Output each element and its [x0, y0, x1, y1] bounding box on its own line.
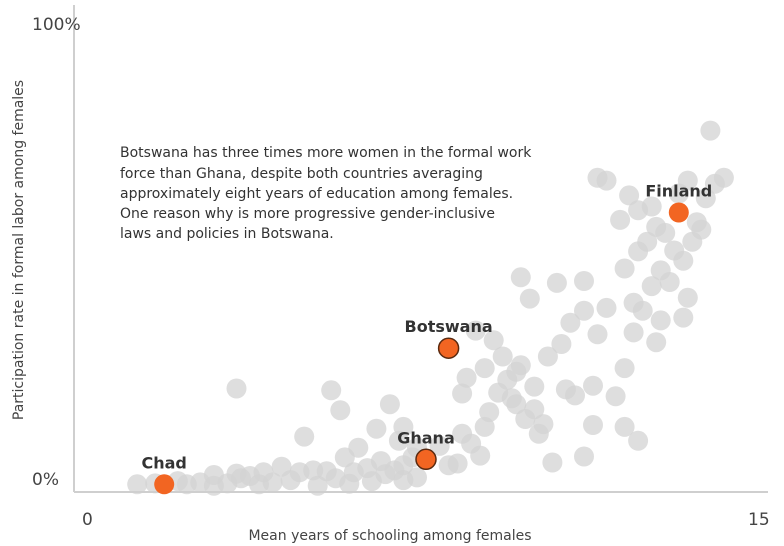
country-point	[524, 399, 545, 420]
highlight-label-chad: Chad	[142, 453, 187, 472]
country-point	[673, 250, 694, 271]
country-point	[524, 376, 545, 397]
country-point	[533, 414, 554, 435]
highlights-layer: Chad Ghana Botswana Finland	[142, 182, 712, 495]
country-point	[673, 307, 694, 328]
country-point	[623, 322, 644, 343]
country-point	[574, 271, 594, 291]
country-point	[659, 272, 680, 292]
y-tick-label-top: 100%	[32, 15, 81, 35]
country-point	[542, 452, 563, 473]
country-point	[587, 324, 608, 345]
country-point	[361, 471, 382, 492]
country-point	[614, 358, 635, 379]
country-point	[555, 379, 576, 400]
country-point	[646, 332, 667, 353]
country-point	[470, 445, 491, 466]
country-point	[483, 330, 504, 351]
highlight-label-finland: Finland	[645, 182, 712, 201]
country-point	[203, 465, 224, 485]
country-point	[637, 231, 658, 252]
country-point	[307, 475, 328, 496]
country-point	[127, 474, 148, 495]
country-point	[641, 276, 662, 297]
country-point	[510, 267, 531, 288]
country-point	[574, 300, 594, 321]
highlight-point-botswana	[437, 337, 460, 359]
y-axis-title: Participation rate in formal labor among…	[11, 80, 27, 420]
annotation-line: laws and policies in Botswana.	[120, 226, 334, 242]
country-point	[628, 200, 649, 221]
country-point	[506, 361, 527, 382]
annotation-line: One reason why is more progressive gende…	[120, 206, 495, 222]
highlight-label-ghana: Ghana	[397, 428, 455, 447]
country-point	[438, 455, 459, 476]
country-point	[280, 470, 301, 491]
country-point	[226, 378, 247, 399]
country-point	[452, 383, 473, 404]
country-point	[655, 222, 676, 243]
x-tick-label-right: 15	[748, 510, 770, 530]
country-point	[253, 462, 274, 483]
country-point	[339, 473, 360, 494]
country-point	[623, 292, 644, 313]
annotation-line: force than Ghana, despite both countries…	[120, 166, 483, 182]
country-point	[465, 320, 486, 341]
country-point	[695, 188, 716, 209]
country-point	[330, 400, 351, 421]
country-point	[677, 287, 698, 308]
highlight-label-botswana: Botswana	[405, 317, 493, 336]
country-point	[691, 219, 712, 240]
country-point	[614, 416, 635, 437]
country-point	[474, 358, 495, 379]
y-tick-label-bottom: 0%	[32, 470, 59, 490]
country-point	[587, 167, 608, 188]
country-point	[348, 437, 369, 458]
x-axis-title: Mean years of schooling among females	[248, 528, 531, 544]
country-point	[560, 312, 581, 333]
highlight-point-finland	[668, 202, 689, 223]
highlight-point-ghana	[415, 448, 437, 471]
country-point	[610, 209, 631, 230]
country-point	[393, 416, 414, 437]
points-layer	[127, 120, 734, 496]
country-point	[650, 310, 671, 331]
country-point	[321, 380, 342, 401]
country-point	[492, 346, 513, 367]
country-point	[713, 167, 734, 188]
country-point	[551, 334, 572, 354]
country-point	[668, 183, 689, 204]
annotation: Botswana has three times more women in t…	[120, 145, 532, 242]
country-point	[407, 467, 427, 488]
country-point	[294, 426, 315, 447]
country-point	[429, 435, 450, 456]
annotation-line: Botswana has three times more women in t…	[120, 145, 532, 161]
country-point	[619, 185, 640, 206]
highlight-point-chad	[154, 474, 175, 495]
country-point	[479, 402, 500, 423]
x-tick-label-left: 0	[82, 510, 93, 530]
country-point	[456, 367, 477, 388]
country-point	[316, 461, 337, 482]
country-point	[614, 258, 635, 279]
country-point	[583, 415, 603, 435]
country-point	[605, 386, 626, 407]
country-point	[546, 272, 567, 293]
country-point	[583, 375, 603, 396]
annotation-line: approximately eight years of education a…	[120, 186, 513, 202]
country-point	[596, 297, 617, 318]
country-point	[628, 430, 649, 451]
country-point	[501, 388, 522, 409]
country-point	[574, 446, 594, 467]
country-point	[519, 288, 540, 309]
country-point	[537, 346, 558, 367]
country-point	[700, 120, 721, 141]
country-point	[379, 394, 400, 415]
country-point	[366, 418, 387, 439]
